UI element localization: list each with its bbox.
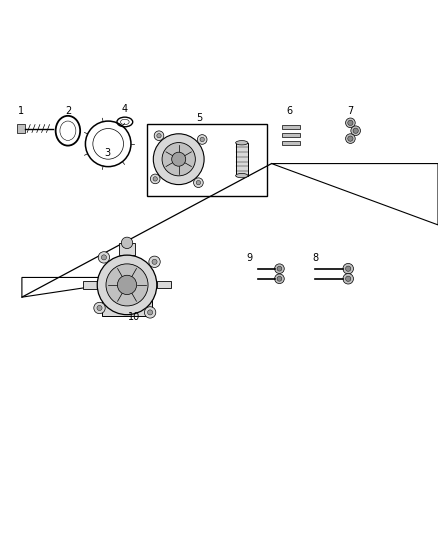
Text: 9: 9 <box>247 253 253 263</box>
Bar <box>83 280 100 289</box>
Circle shape <box>157 133 161 138</box>
Circle shape <box>101 255 106 260</box>
Text: 10: 10 <box>127 312 140 322</box>
Text: 5: 5 <box>196 112 202 123</box>
Circle shape <box>162 142 195 176</box>
Circle shape <box>154 131 164 141</box>
Circle shape <box>351 126 360 135</box>
Bar <box>236 143 248 175</box>
Bar <box>157 281 171 288</box>
Circle shape <box>346 118 355 128</box>
Circle shape <box>348 136 353 141</box>
Text: 1: 1 <box>18 106 24 116</box>
Ellipse shape <box>236 141 248 145</box>
Text: 6: 6 <box>286 106 292 116</box>
Bar <box>282 141 300 145</box>
Circle shape <box>97 305 102 311</box>
Text: 7: 7 <box>347 106 353 116</box>
Circle shape <box>121 237 133 248</box>
Circle shape <box>172 152 186 166</box>
Circle shape <box>97 255 157 314</box>
Circle shape <box>196 181 201 185</box>
Text: 3: 3 <box>104 148 110 158</box>
Text: 4: 4 <box>122 104 128 114</box>
Circle shape <box>194 178 203 188</box>
Circle shape <box>353 128 358 133</box>
Bar <box>119 243 135 255</box>
Circle shape <box>346 266 351 271</box>
Text: 8: 8 <box>312 253 318 263</box>
Circle shape <box>148 310 153 315</box>
Circle shape <box>346 276 351 281</box>
Circle shape <box>94 302 105 314</box>
Circle shape <box>149 256 160 268</box>
Circle shape <box>200 138 205 142</box>
Circle shape <box>152 259 157 264</box>
Circle shape <box>117 275 137 295</box>
Circle shape <box>343 273 353 284</box>
Circle shape <box>150 174 160 184</box>
Bar <box>17 124 25 133</box>
Bar <box>147 124 267 197</box>
Circle shape <box>153 134 204 184</box>
Bar <box>102 299 152 317</box>
Circle shape <box>153 177 157 181</box>
Ellipse shape <box>236 173 248 178</box>
Circle shape <box>348 120 353 125</box>
Circle shape <box>346 134 355 143</box>
Circle shape <box>106 264 148 306</box>
Circle shape <box>98 252 110 263</box>
Circle shape <box>277 276 282 281</box>
Circle shape <box>275 274 284 284</box>
Circle shape <box>198 135 207 144</box>
Circle shape <box>343 263 353 274</box>
Bar <box>282 133 300 137</box>
Bar <box>282 125 300 129</box>
Text: 2: 2 <box>65 106 71 116</box>
Circle shape <box>145 306 156 318</box>
Circle shape <box>277 266 282 271</box>
Circle shape <box>275 264 284 273</box>
